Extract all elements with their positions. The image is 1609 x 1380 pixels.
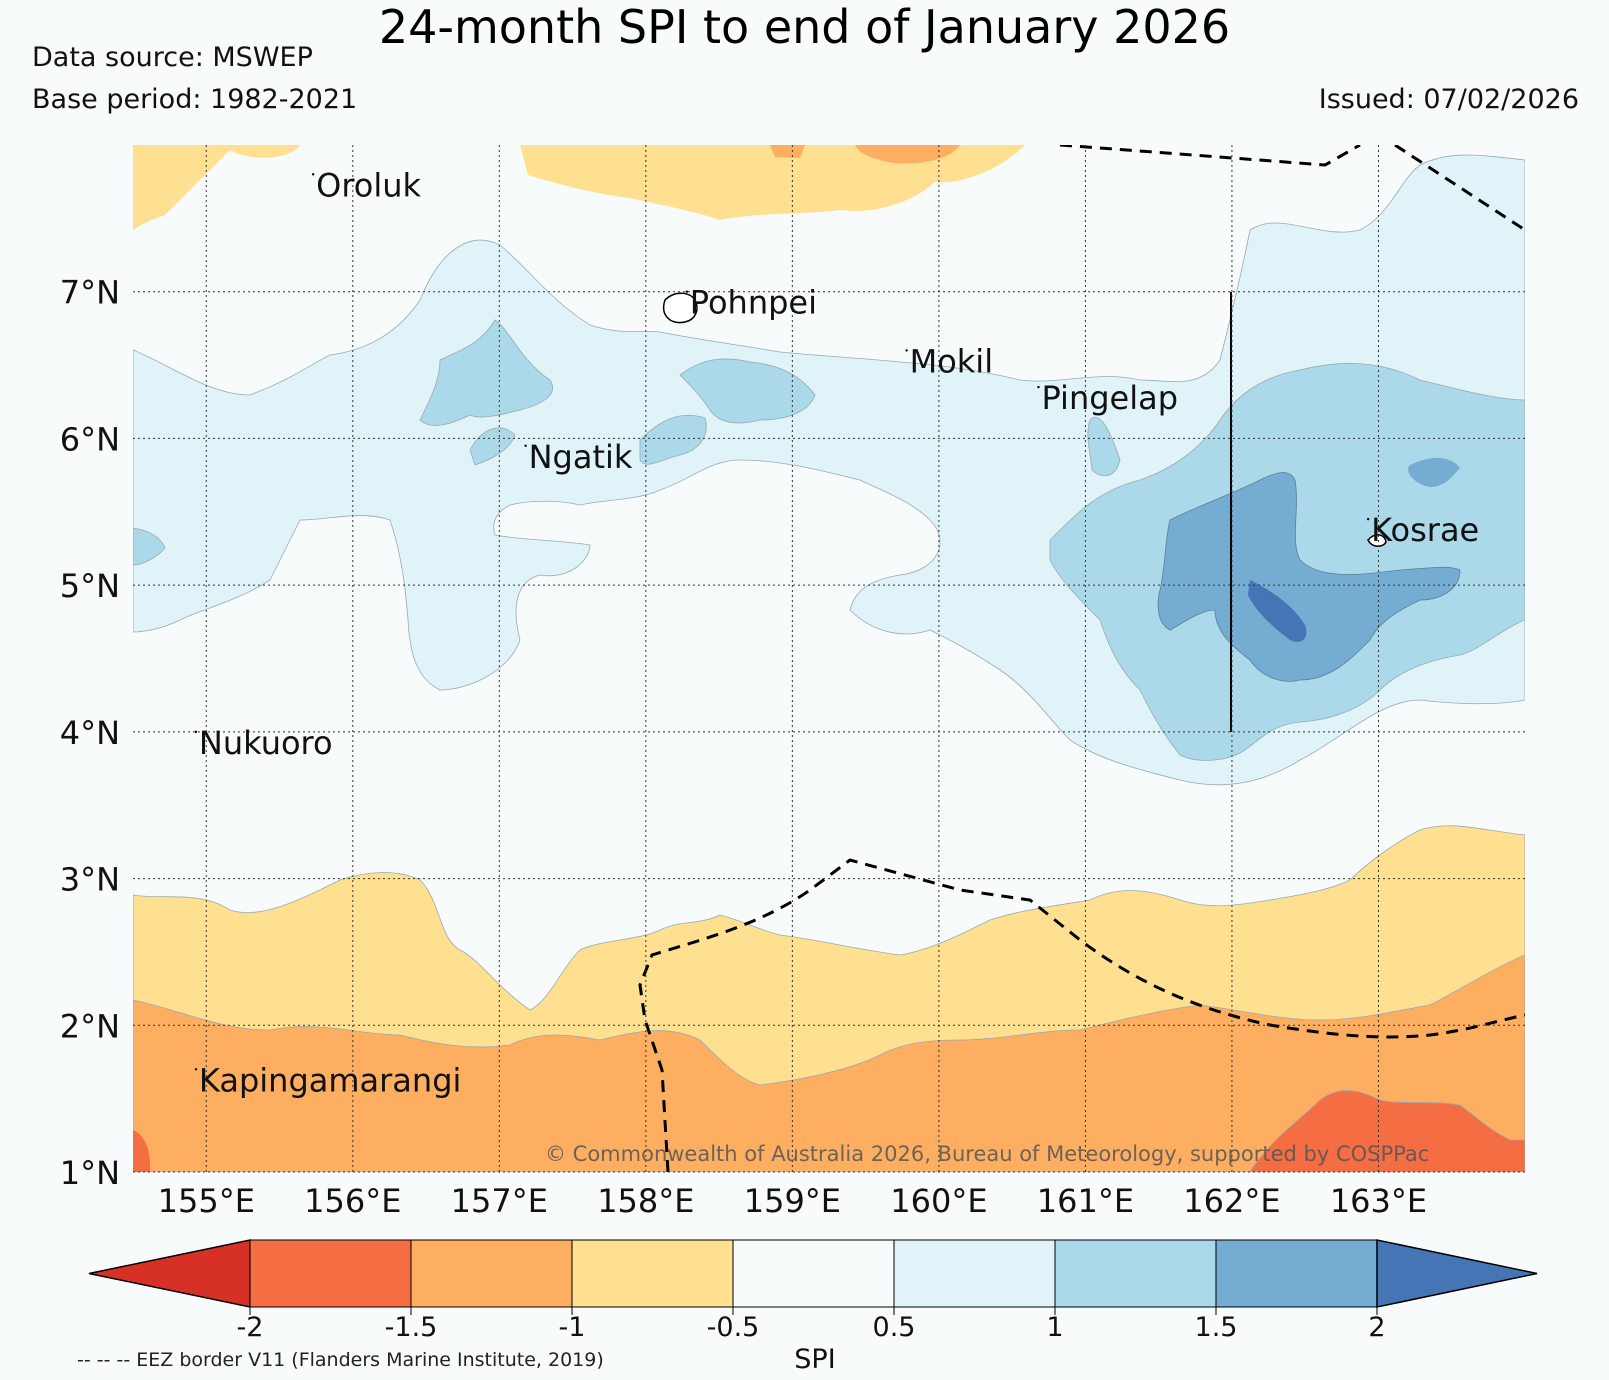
colorbar-min-extension: [88, 1239, 251, 1308]
copyright-notice: © Commonwealth of Australia 2026, Bureau…: [545, 1142, 1429, 1166]
wet-patch-ngatik: [639, 414, 707, 465]
lon-tick-label: 159°E: [744, 1182, 841, 1220]
kosrae-island-outline: [1367, 534, 1387, 547]
wet-core-kosrae-inner: [1157, 472, 1461, 682]
lon-tick-label: 162°E: [1183, 1182, 1280, 1220]
colorbar-max-extension: [1376, 1239, 1538, 1308]
wet-patch-pingelap: [1087, 417, 1121, 477]
place-label-nukuoro: Nukuoro: [199, 724, 333, 762]
spi-colorbar: -2 -1.5 -1 -0.5 0.5 1 1.5 2: [88, 1239, 1538, 1343]
issued-date-label: Issued: 07/02/2026: [1318, 84, 1579, 115]
colorbar-segment: [571, 1239, 734, 1308]
colorbar-tick-label: -0.5: [707, 1312, 760, 1343]
lat-tick-label: 7°N: [60, 274, 120, 312]
dry-core-north-small: [770, 145, 805, 158]
place-labels: Oroluk Pohnpei Mokil Pingelap Ngatik Kosrae Nu…: [194, 166, 1479, 1099]
colorbar-tick-label: -1.5: [385, 1312, 438, 1343]
island-marker: [905, 349, 908, 352]
island-marker: [524, 444, 527, 447]
colorbar-tick-label: 0.5: [873, 1312, 916, 1343]
map-gridlines: [133, 145, 1525, 1173]
colorbar-segment: [1054, 1239, 1217, 1308]
lat-tick-label: 1°N: [60, 1154, 120, 1192]
very-dry-patch-southeast: [1249, 1090, 1525, 1172]
lat-tick-label: 4°N: [60, 714, 120, 752]
island-marker: [1366, 517, 1370, 521]
colorbar-tick-label: 1.5: [1195, 1312, 1238, 1343]
wet-patch-pohnpei: [679, 358, 816, 424]
place-label-kapingamarangi: Kapingamarangi: [199, 1061, 461, 1099]
colorbar-tick-label: -1: [559, 1312, 586, 1343]
place-label-ngatik: Ngatik: [529, 438, 633, 476]
place-label-oroluk: Oroluk: [316, 166, 421, 204]
map-frame: [133, 145, 1525, 1173]
wet-patch-west-edge: [133, 527, 166, 566]
colorbar-tick-label: -2: [237, 1312, 264, 1343]
colorbar-tick-label: 1: [1046, 1312, 1063, 1343]
wet-peak-kosrae: [1248, 580, 1307, 642]
colorbar-segment: [893, 1239, 1056, 1308]
lat-tick-label: 3°N: [60, 861, 120, 899]
wet-patch-west: [419, 319, 553, 426]
very-dry-patch-southwest: [133, 1130, 150, 1172]
spi-contour-fields: [133, 145, 1525, 1172]
place-label-pohnpei: Pohnpei: [690, 284, 817, 322]
place-label-kosrae: Kosrae: [1371, 511, 1479, 549]
island-marker: [1037, 385, 1040, 389]
colorbar-segment: [249, 1239, 412, 1308]
colorbar-segment: [410, 1239, 573, 1308]
pohnpei-island-outline: [663, 292, 698, 324]
data-source-label: Data source: MSWEP: [32, 42, 313, 73]
island-marker: [194, 1068, 198, 1071]
island-marker: [685, 290, 688, 293]
colorbar-tick-label: 2: [1368, 1312, 1385, 1343]
lat-tick-label: 5°N: [60, 567, 120, 605]
island-marker: [311, 173, 315, 176]
place-label-pingelap: Pingelap: [1041, 379, 1178, 417]
colorbar-segment: [732, 1239, 895, 1308]
map-title: 24-month SPI to end of January 2026: [378, 0, 1231, 54]
lon-tick-label: 161°E: [1037, 1182, 1134, 1220]
lon-tick-label: 158°E: [597, 1182, 694, 1220]
lon-tick-label: 163°E: [1330, 1182, 1427, 1220]
lon-axis-labels: 155°E 156°E 157°E 158°E 159°E 160°E 161°E 162°E…: [158, 1182, 1428, 1220]
dry-core-north: [855, 145, 960, 164]
wet-patch-small: [469, 427, 516, 466]
colorbar-title: SPI: [794, 1344, 835, 1375]
eez-legend-note: -- -- -- EEZ border V11 (Flanders Marine…: [77, 1349, 604, 1371]
base-period-label: Base period: 1982-2021: [32, 84, 358, 115]
wet-patch-east: [1408, 457, 1460, 487]
dry-band-north: [133, 145, 1025, 220]
colorbar-segment: [1215, 1239, 1378, 1308]
lat-axis-labels: 1°N 2°N 3°N 4°N 5°N 6°N 7°N: [60, 274, 120, 1192]
lat-tick-label: 2°N: [60, 1007, 120, 1045]
place-label-mokil: Mokil: [910, 342, 994, 380]
moderately-dry-band: [133, 954, 1525, 1172]
eez-border-north: [1059, 145, 1525, 232]
lat-tick-label: 6°N: [60, 420, 120, 458]
dry-band-north-west: [133, 145, 300, 230]
lon-tick-label: 155°E: [158, 1182, 255, 1220]
eez-border-south: [638, 858, 1525, 1172]
lon-tick-label: 160°E: [890, 1182, 987, 1220]
island-marker: [194, 730, 198, 734]
lon-tick-label: 156°E: [304, 1182, 401, 1220]
lon-tick-label: 157°E: [451, 1182, 548, 1220]
